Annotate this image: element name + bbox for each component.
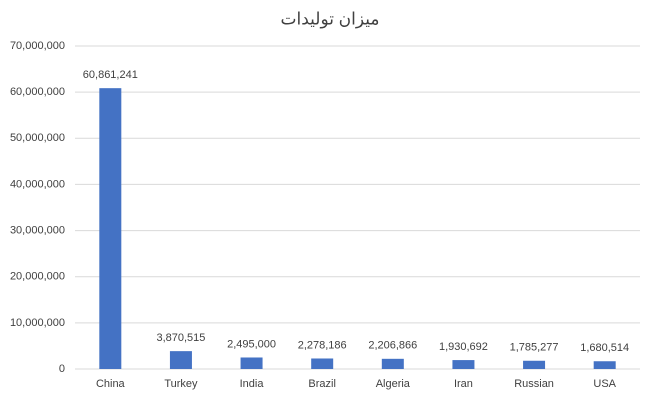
data-label: 2,206,866 [368, 340, 417, 352]
y-tick-label: 10,000,000 [10, 317, 65, 329]
data-label: 1,680,514 [580, 342, 629, 354]
bar [523, 360, 546, 369]
x-tick-label: Iran [454, 378, 473, 390]
y-tick-label: 20,000,000 [10, 271, 65, 283]
x-tick-label: USA [593, 378, 616, 390]
data-label: 1,930,692 [439, 341, 488, 353]
data-label: 3,870,515 [156, 332, 205, 344]
y-tick-label: 70,000,000 [10, 40, 65, 52]
bar [169, 351, 192, 369]
bar [593, 361, 616, 369]
y-tick-label: 0 [59, 363, 65, 375]
x-tick-label: Turkey [164, 378, 198, 390]
data-label: 2,278,186 [298, 339, 347, 351]
bar [99, 88, 122, 369]
y-tick-label: 60,000,000 [10, 86, 65, 98]
data-label: 1,785,277 [510, 342, 559, 354]
y-tick-label: 40,000,000 [10, 178, 65, 190]
x-tick-label: Algeria [376, 378, 411, 390]
bar [452, 360, 475, 369]
data-label: 60,861,241 [83, 69, 138, 81]
chart-title: میزان تولیدات [280, 9, 379, 28]
x-tick-label: India [240, 378, 265, 390]
x-tick-label: China [96, 378, 126, 390]
bar [381, 358, 404, 369]
bar [311, 358, 334, 369]
x-tick-label: Brazil [308, 378, 336, 390]
y-tick-label: 50,000,000 [10, 132, 65, 144]
x-tick-label: Russian [514, 378, 554, 390]
bar [240, 357, 263, 369]
y-tick-label: 30,000,000 [10, 224, 65, 236]
data-label: 2,495,000 [227, 338, 276, 350]
